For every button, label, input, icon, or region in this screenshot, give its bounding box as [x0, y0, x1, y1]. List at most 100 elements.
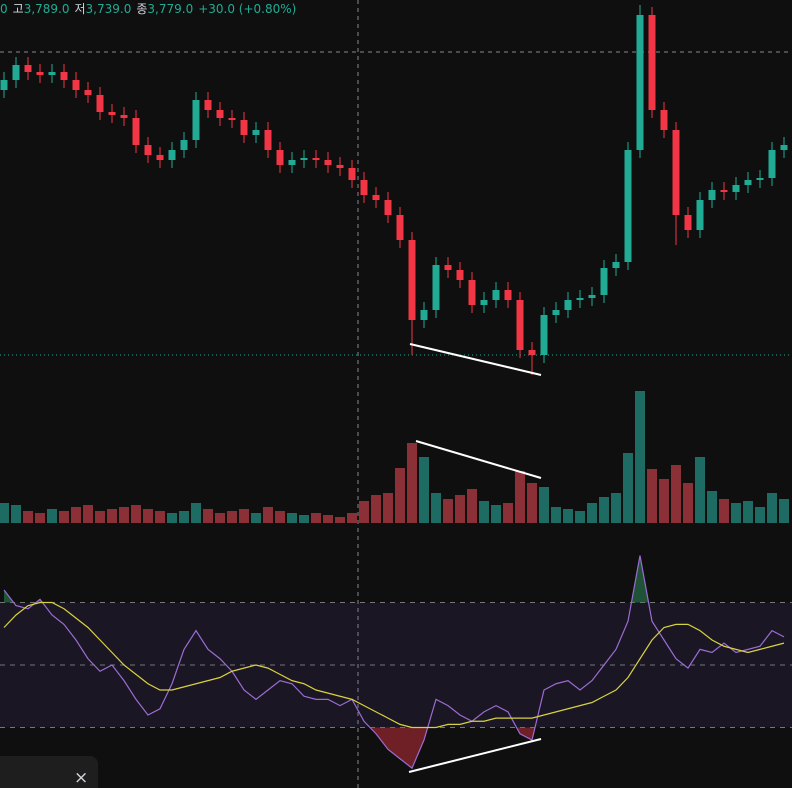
volume-bar	[491, 505, 501, 523]
trend-line	[408, 738, 542, 773]
close-label: 종	[136, 2, 148, 16]
volume-bar	[695, 457, 705, 523]
volume-bar	[263, 507, 273, 523]
volume-bar	[323, 515, 333, 523]
candle-body	[240, 120, 248, 135]
candle-body	[144, 145, 152, 155]
rsi-line	[3, 555, 785, 770]
candle-body	[264, 130, 272, 150]
volume-bar	[191, 503, 201, 523]
volume-bar	[407, 443, 417, 523]
header-lead: 0	[0, 2, 8, 16]
low-value: 3,739.0	[85, 2, 132, 16]
candle-body	[216, 110, 224, 118]
volume-bar	[203, 509, 213, 523]
candle-body	[492, 290, 500, 300]
candle-body	[252, 130, 260, 135]
volume-bar	[707, 491, 717, 523]
close-button[interactable]: ×	[74, 768, 89, 788]
volume-bar	[143, 509, 153, 523]
volume-bar	[635, 391, 645, 523]
volume-bar	[347, 513, 357, 523]
candle-body	[120, 115, 128, 118]
candle-body	[516, 300, 524, 350]
candle-body	[84, 90, 92, 95]
volume-bar	[515, 471, 525, 523]
candle-body	[696, 200, 704, 230]
volume-bar	[11, 505, 21, 523]
volume-bar	[71, 507, 81, 523]
candle-body	[0, 80, 8, 90]
candle-body	[336, 165, 344, 168]
volume-bar	[215, 513, 225, 523]
volume-bar	[779, 499, 789, 523]
volume-bar	[599, 497, 609, 523]
volume-bar	[419, 457, 429, 523]
low-label: 저	[74, 2, 86, 16]
candle-body	[756, 178, 764, 180]
high-label: 고	[12, 2, 24, 16]
volume-bar	[59, 511, 69, 523]
volume-bar	[431, 493, 441, 523]
volume-bar	[251, 513, 261, 523]
candle-body	[72, 80, 80, 90]
candle-body	[180, 140, 188, 150]
volume-bar	[155, 511, 165, 523]
volume-bar	[95, 511, 105, 523]
volume-bar	[359, 501, 369, 523]
candle-body	[672, 130, 680, 215]
volume-bar	[35, 513, 45, 523]
volume-bar	[23, 511, 33, 523]
volume-bar	[287, 513, 297, 523]
trend-line	[415, 440, 542, 479]
candle-body	[768, 150, 776, 178]
volume-bar	[575, 511, 585, 523]
candle-body	[432, 265, 440, 310]
volume-bar	[299, 515, 309, 523]
candle-body	[576, 298, 584, 300]
volume-bar	[395, 468, 405, 523]
volume-bar	[647, 469, 657, 523]
candle-body	[12, 65, 20, 80]
volume-bar	[527, 483, 537, 523]
volume-bar	[455, 495, 465, 523]
candle-body	[720, 190, 728, 192]
candle-body	[660, 110, 668, 130]
volume-bar	[227, 511, 237, 523]
candle-body	[636, 15, 644, 150]
volume-bar	[503, 503, 513, 523]
volume-bar	[479, 501, 489, 523]
volume-bar	[611, 493, 621, 523]
volume-bar	[107, 509, 117, 523]
candle-body	[36, 72, 44, 75]
volume-bar	[335, 517, 345, 523]
candle-body	[708, 190, 716, 200]
volume-bar	[563, 509, 573, 523]
volume-bar	[371, 495, 381, 523]
candle-body	[408, 240, 416, 320]
volume-bar	[443, 499, 453, 523]
candle-body	[480, 300, 488, 305]
volume-bar	[683, 483, 693, 523]
volume-bar	[671, 465, 681, 523]
candle-body	[552, 310, 560, 315]
candle-body	[540, 315, 548, 355]
candle-body	[384, 200, 392, 215]
volume-bar	[0, 503, 9, 523]
candle-body	[780, 145, 788, 150]
candle-body	[744, 180, 752, 185]
close-value: 3,779.0	[147, 2, 194, 16]
rsi-fill	[4, 727, 784, 769]
volume-bar	[743, 501, 753, 523]
candle-body	[564, 300, 572, 310]
volume-bar	[767, 493, 777, 523]
volume-bar	[659, 479, 669, 523]
volume-bar	[623, 453, 633, 523]
candle-body	[684, 215, 692, 230]
candle-body	[600, 268, 608, 295]
candle-body	[60, 72, 68, 80]
candle-body	[528, 350, 536, 355]
volume-bar	[179, 511, 189, 523]
